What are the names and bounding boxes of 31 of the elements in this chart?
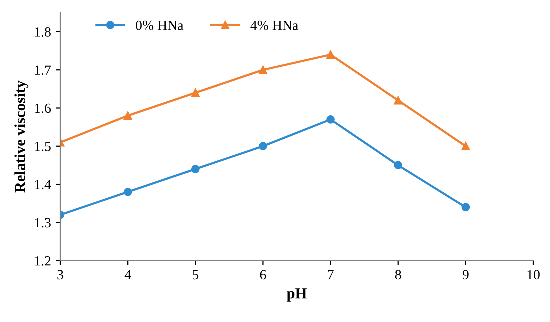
y-tick-label: 1.2 — [35, 256, 51, 266]
y-tick-label: 1.6 — [35, 104, 52, 114]
point — [326, 116, 335, 124]
point — [394, 96, 403, 105]
y-tick-label: 1.8 — [35, 28, 51, 37]
x-tick-label: 7 — [328, 270, 334, 280]
x-tick-label: 6 — [260, 270, 266, 280]
y-tick-label: 1.7 — [35, 66, 52, 76]
point — [462, 142, 470, 151]
x-tick-label: 10 — [528, 270, 540, 280]
y-tick-label: 1.3 — [35, 218, 51, 228]
legend-label: 4% HNa — [250, 20, 298, 30]
point — [191, 88, 200, 98]
point — [462, 203, 470, 212]
point — [191, 165, 200, 174]
point — [124, 112, 132, 120]
x-tick-label: 5 — [192, 270, 199, 280]
y-tick-label: 1.5 — [35, 142, 51, 152]
x-tick-label: 9 — [462, 270, 469, 280]
point — [124, 188, 132, 196]
y-axis-title: Relative viscosity — [14, 80, 29, 193]
x-tick-label: 4 — [124, 270, 132, 280]
x-tick-label: 8 — [395, 270, 402, 280]
y-tick-label: 1.4 — [35, 180, 52, 190]
x-axis-title: pH — [287, 288, 307, 302]
point — [259, 142, 268, 151]
point — [394, 161, 403, 170]
point — [259, 66, 268, 74]
x-tick-label: 3 — [58, 270, 64, 280]
legend-label: 0% HNa — [136, 20, 184, 30]
point — [326, 50, 335, 60]
